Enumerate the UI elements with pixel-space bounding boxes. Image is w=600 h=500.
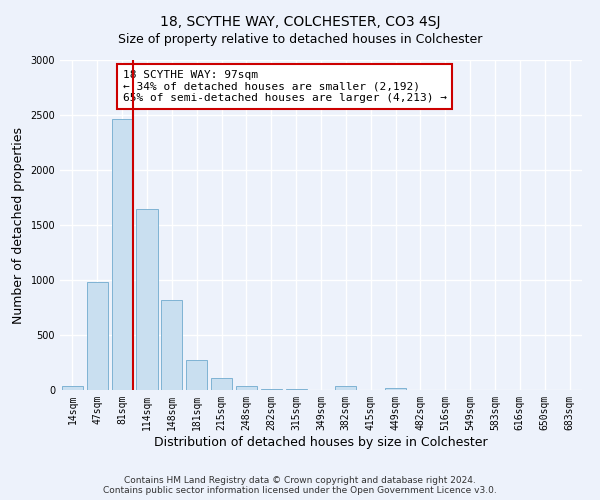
Bar [385,388,406,390]
Bar [335,386,356,390]
Bar [62,386,83,390]
Y-axis label: Number of detached properties: Number of detached properties [12,126,25,324]
Bar [236,386,257,390]
Bar [261,389,282,390]
Text: Contains HM Land Registry data © Crown copyright and database right 2024.
Contai: Contains HM Land Registry data © Crown c… [103,476,497,495]
Bar [211,378,232,390]
X-axis label: Distribution of detached houses by size in Colchester: Distribution of detached houses by size … [154,436,488,448]
Bar [186,360,207,390]
Text: Size of property relative to detached houses in Colchester: Size of property relative to detached ho… [118,32,482,46]
Text: 18, SCYTHE WAY, COLCHESTER, CO3 4SJ: 18, SCYTHE WAY, COLCHESTER, CO3 4SJ [160,15,440,29]
Bar [87,282,108,390]
Bar [161,300,182,390]
Bar [136,208,158,390]
Bar [112,120,133,390]
Text: 18 SCYTHE WAY: 97sqm
← 34% of detached houses are smaller (2,192)
65% of semi-de: 18 SCYTHE WAY: 97sqm ← 34% of detached h… [122,70,446,103]
